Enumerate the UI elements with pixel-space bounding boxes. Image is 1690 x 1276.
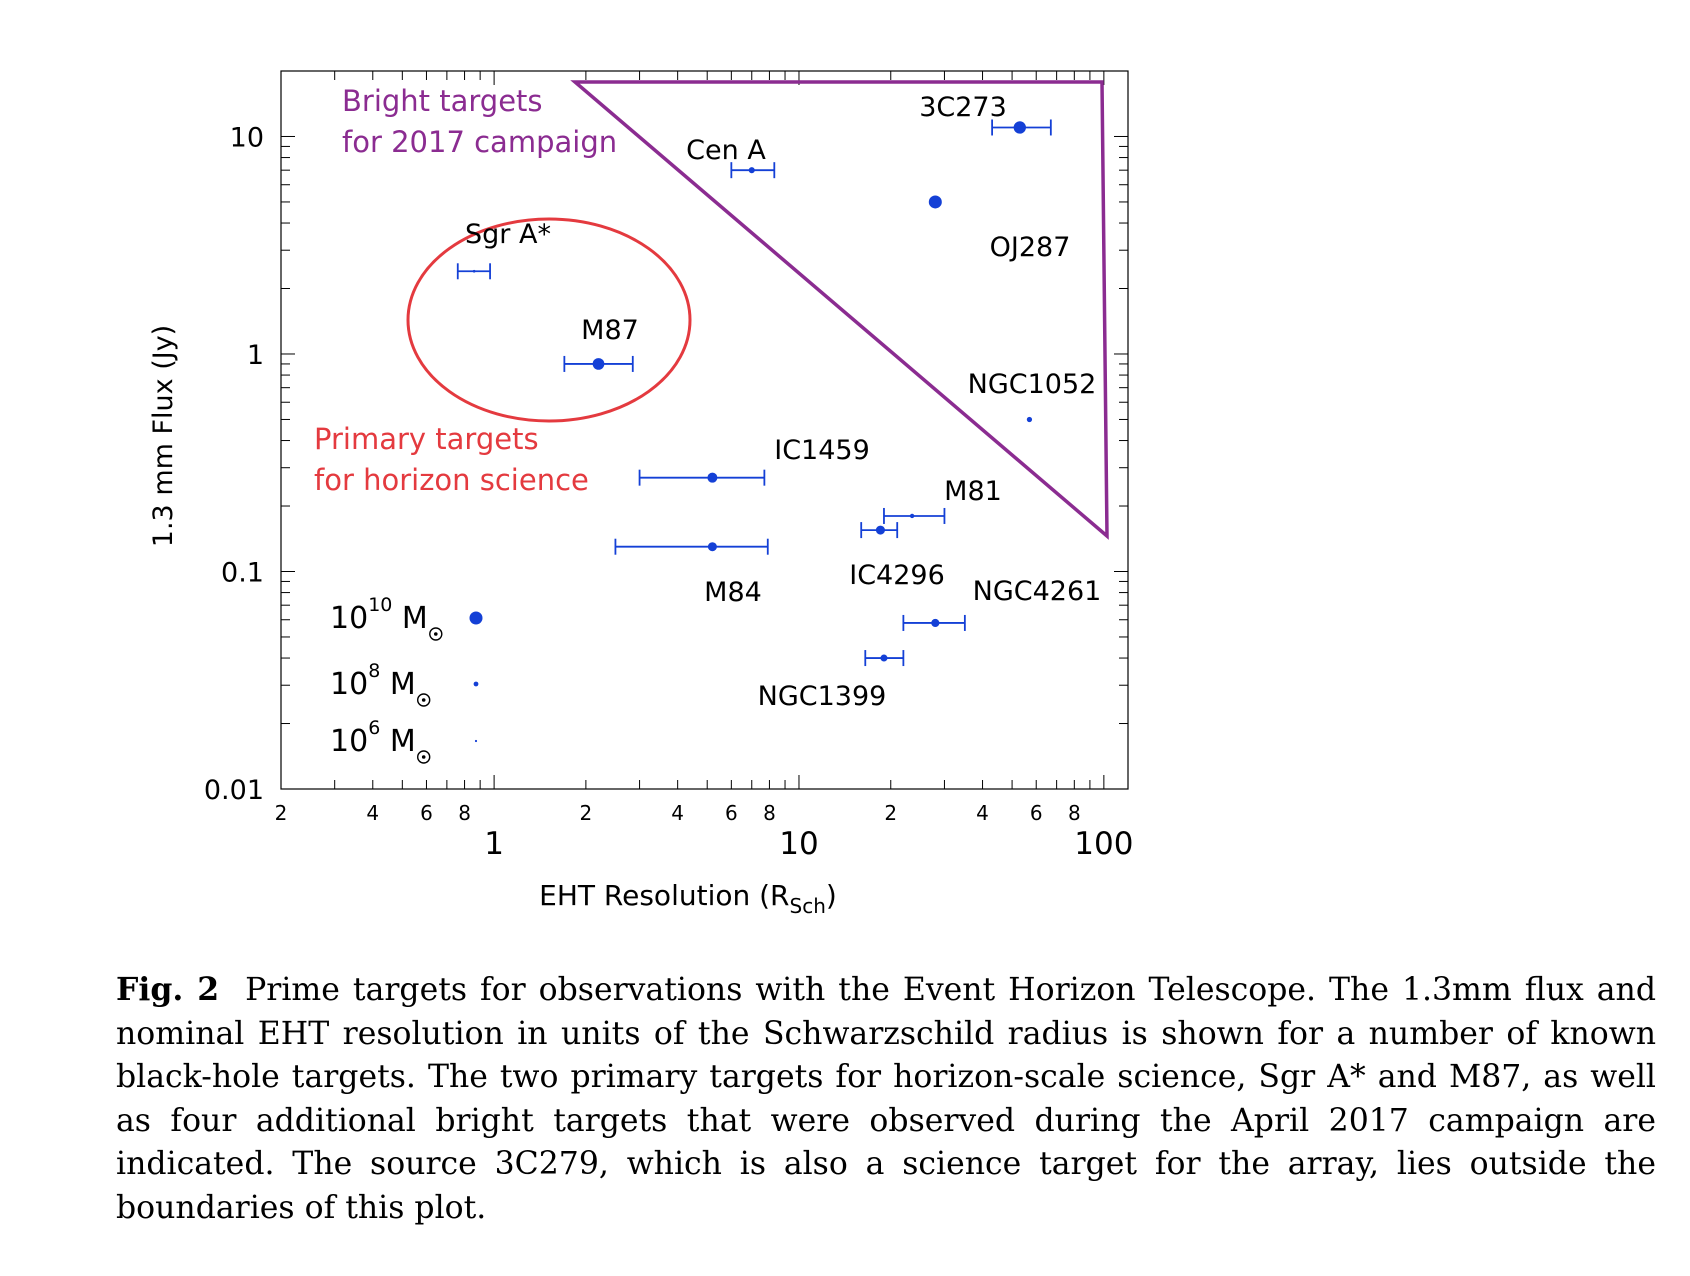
x-minor-tick-label: 6 — [420, 801, 433, 825]
point-label: M87 — [581, 315, 639, 346]
x-axis-label: EHT Resolution (RSch) — [539, 879, 837, 918]
figure-caption: Fig. 2 Prime targets for observations wi… — [116, 968, 1656, 1230]
point-label: M81 — [944, 476, 1002, 507]
point-sgra — [472, 269, 476, 273]
legend-marker — [474, 739, 478, 743]
sun-symbol-dot — [421, 755, 426, 759]
primary-targets-ellipse — [406, 217, 692, 423]
y-tick-label: 0.01 — [204, 775, 264, 806]
sun-symbol-icon — [429, 627, 443, 641]
point-label: Sgr A* — [465, 219, 551, 250]
bright-targets-triangle — [570, 80, 1109, 540]
bright-annotation-line: Bright targets — [342, 84, 543, 118]
data-points — [456, 119, 1052, 667]
x-minor-tick-label: 8 — [763, 801, 776, 825]
x-minor-tick-label: 6 — [1030, 801, 1043, 825]
x-minor-tick-label: 4 — [671, 801, 684, 825]
x-minor-tick-label: 4 — [976, 801, 989, 825]
marker-size-legend: 1010 M 108 M 106 M — [330, 594, 483, 764]
y-tick-label: 0.1 — [221, 557, 264, 588]
sun-symbol-dot — [433, 632, 438, 636]
x-major-tick-label: 100 — [1074, 826, 1133, 862]
point-cena — [748, 167, 755, 174]
point-label: NGC4261 — [973, 576, 1102, 607]
point-label: 3C273 — [919, 92, 1007, 123]
point-label: IC4296 — [849, 560, 945, 591]
sun-symbol-dot — [421, 698, 426, 702]
x-minor-tick-label: 2 — [884, 801, 897, 825]
point-label: NGC1399 — [758, 681, 887, 712]
point-ic4296 — [875, 525, 885, 535]
point-label: NGC1052 — [968, 369, 1097, 400]
sun-symbol-icon — [417, 693, 431, 707]
point-label: OJ287 — [990, 232, 1071, 263]
point-oj287 — [928, 195, 942, 209]
point-m84 — [707, 542, 717, 552]
caption-label: Fig. 2 — [116, 971, 220, 1008]
point-label: Cen A — [686, 135, 766, 166]
x-minor-tick-label: 6 — [725, 801, 738, 825]
annotation-shapes — [406, 80, 1109, 540]
legend-label: 1010 M — [330, 594, 428, 636]
x-minor-tick-label: 2 — [580, 801, 593, 825]
point-ngc4261 — [931, 618, 940, 628]
point-m87 — [592, 358, 605, 370]
x-minor-tick-label: 8 — [1068, 801, 1081, 825]
legend-label: 106 M — [330, 717, 416, 759]
x-minor-tick-label: 8 — [458, 801, 471, 825]
sun-symbol-icon — [417, 750, 431, 764]
primary-annotation-line: Primary targets — [314, 422, 539, 456]
x-major-tick-label: 10 — [779, 826, 818, 862]
point-ngc1399 — [880, 654, 888, 662]
y-tick-label: 1 — [247, 340, 264, 371]
plot-axes — [280, 70, 1129, 790]
point-m81 — [909, 513, 915, 519]
point-label: IC1459 — [774, 435, 870, 466]
legend-marker — [469, 611, 483, 625]
x-minor-tick-label: 2 — [275, 801, 288, 825]
point-ic1459 — [707, 472, 718, 483]
bright-annotation-line: for 2017 campaign — [342, 125, 617, 159]
legend-marker — [473, 681, 479, 687]
eht-targets-chart: 1010 M 108 M 106 M 1 10 100 2 4 6 8 2 4 6 8 2 4 6 8 0.01 0… — [148, 70, 1133, 918]
x-major-tick-label: 1 — [484, 826, 504, 862]
caption-text: Prime targets for observations with the … — [116, 972, 1656, 1226]
x-minor-tick-label: 4 — [366, 801, 379, 825]
primary-annotation-line: for horizon science — [314, 463, 589, 497]
point-3c273 — [1013, 121, 1026, 134]
legend-label: 108 M — [330, 660, 416, 702]
point-ngc1052 — [1026, 416, 1033, 423]
plot-frame — [280, 70, 1129, 790]
point-label: M84 — [704, 577, 762, 608]
y-tick-label: 10 — [230, 122, 264, 153]
chart-text: 1 10 100 2 4 6 8 2 4 6 8 2 4 6 8 0.01 0.1 1 10 EHT Resoluti… — [148, 84, 1133, 918]
y-axis-label: 1.3 mm Flux (Jy) — [148, 325, 179, 547]
